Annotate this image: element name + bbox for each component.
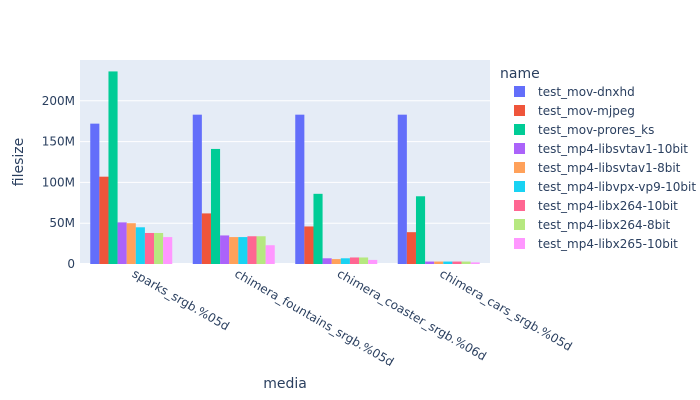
x-axis-title: media — [263, 376, 307, 392]
legend-item-label[interactable]: test_mp4-libvpx-vp9-10bit — [538, 180, 696, 194]
bar[interactable] — [265, 245, 275, 264]
bar[interactable] — [397, 114, 407, 264]
y-tick-label: 50M — [49, 216, 75, 230]
bar[interactable] — [443, 261, 453, 264]
bar[interactable] — [201, 213, 211, 264]
legend-item-label[interactable]: test_mp4-libx264-8bit — [538, 218, 671, 232]
legend-item-label[interactable]: test_mov-mjpeg — [538, 104, 635, 118]
legend-swatch — [514, 162, 525, 173]
bar[interactable] — [313, 193, 323, 264]
legend-swatch — [514, 219, 525, 230]
bar[interactable] — [322, 258, 332, 264]
bar[interactable] — [126, 223, 136, 264]
bar[interactable] — [108, 71, 118, 264]
bar[interactable] — [163, 237, 173, 264]
bar[interactable] — [144, 232, 155, 264]
bar[interactable] — [304, 226, 314, 264]
bar[interactable] — [452, 261, 462, 264]
legend-item-label[interactable]: test_mp4-libsvtav1-8bit — [538, 161, 681, 175]
bar[interactable] — [359, 257, 369, 264]
x-tick-labels: sparks_srgb.%05d chimera_fountains_srgb.%… — [130, 266, 575, 369]
bar[interactable] — [415, 196, 426, 264]
bar[interactable] — [368, 259, 378, 264]
bar[interactable] — [331, 259, 341, 264]
legend-swatch — [514, 238, 525, 249]
bar[interactable] — [238, 237, 248, 264]
legend-swatch — [514, 181, 525, 192]
bar[interactable] — [99, 176, 109, 264]
bar[interactable] — [295, 114, 305, 264]
y-tick-label: 0 — [67, 257, 75, 271]
legend-swatch — [514, 143, 525, 154]
legend-swatch — [514, 200, 525, 211]
y-tick-label: 150M — [42, 135, 75, 149]
bars — [90, 71, 480, 264]
bar[interactable] — [349, 257, 360, 264]
legend-item-label[interactable]: test_mov-prores_ks — [538, 123, 654, 137]
y-tick-labels: 0 50M 100M 150M 200M — [42, 94, 75, 271]
bar[interactable] — [425, 261, 435, 264]
bar[interactable] — [117, 222, 127, 264]
bar[interactable] — [210, 148, 221, 264]
bar[interactable] — [434, 261, 444, 264]
legend-item-label[interactable]: test_mp4-libx265-10bit — [538, 237, 678, 251]
bar[interactable] — [461, 261, 471, 264]
bar[interactable] — [470, 262, 480, 264]
bar[interactable] — [406, 232, 416, 264]
bar[interactable] — [90, 123, 100, 264]
y-tick-label: 100M — [42, 175, 75, 189]
legend-swatch — [514, 105, 525, 116]
legend[interactable]: name test_mov-dnxhd test_mov-mjpeg test_mo… — [500, 66, 696, 251]
legend-item-label[interactable]: test_mp4-libx264-10bit — [538, 199, 678, 213]
legend-item-label[interactable]: test_mov-dnxhd — [538, 85, 635, 99]
bar[interactable] — [154, 232, 164, 264]
legend-title: name — [500, 66, 540, 82]
bar[interactable] — [229, 237, 239, 264]
bar[interactable] — [256, 236, 266, 264]
bar[interactable] — [135, 227, 145, 264]
bar[interactable] — [220, 235, 230, 264]
bar[interactable] — [192, 114, 202, 264]
legend-swatch — [514, 124, 525, 135]
bar[interactable] — [247, 236, 257, 264]
legend-item-label[interactable]: test_mp4-libsvtav1-10bit — [538, 142, 688, 156]
bar[interactable] — [340, 258, 350, 264]
x-tick-label: chimera_fountains_srgb.%05d — [232, 266, 396, 369]
y-tick-label: 200M — [42, 94, 75, 108]
legend-swatch — [514, 86, 525, 97]
x-tick-label: sparks_srgb.%05d — [130, 266, 232, 333]
y-axis-title: filesize — [11, 138, 27, 186]
